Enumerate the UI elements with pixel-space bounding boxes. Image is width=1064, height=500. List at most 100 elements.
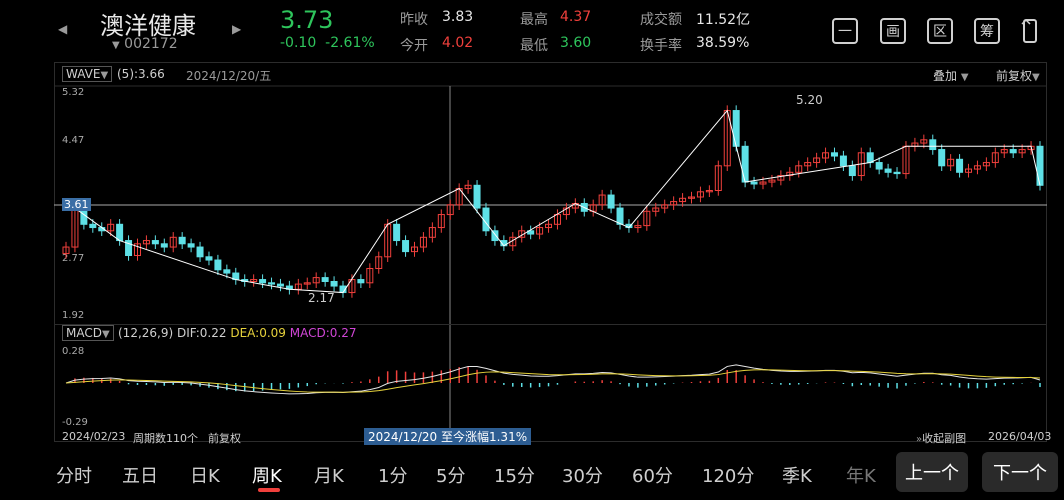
candle-body xyxy=(473,184,481,209)
candle-body xyxy=(795,165,803,173)
stock-code-selector[interactable]: ▼ 002172 xyxy=(112,36,178,52)
current-price: 3.73 xyxy=(280,6,334,34)
candle-body xyxy=(884,168,892,173)
candle-body xyxy=(688,196,696,199)
collapse-button[interactable]: 一 xyxy=(832,18,858,44)
candle-body xyxy=(160,243,168,248)
stock-name: 澳洋健康 xyxy=(100,12,196,40)
tab-1[interactable]: 五日 xyxy=(122,466,158,487)
candle-body xyxy=(1036,145,1044,186)
macd-y-bottom: -0.29 xyxy=(62,417,88,428)
tab-6[interactable]: 5分 xyxy=(436,466,466,487)
collapse-subchart-button[interactable]: »收起副图 xyxy=(916,430,966,446)
volume-label: 成交额 xyxy=(640,12,682,28)
candle-body xyxy=(732,110,740,147)
candle-body xyxy=(705,190,713,193)
tab-7[interactable]: 15分 xyxy=(494,466,535,487)
zone-button[interactable]: 区 xyxy=(927,18,953,44)
zone-icon: 区 xyxy=(933,24,947,40)
candle-body xyxy=(259,279,267,284)
macd-panel[interactable] xyxy=(54,324,1047,442)
draw-button[interactable]: 画 xyxy=(880,18,906,44)
overlay-dropdown[interactable]: 叠加 ▼ xyxy=(933,67,969,84)
period-count: 周期数110个 xyxy=(133,432,198,445)
candle-body xyxy=(187,243,195,248)
candle-body xyxy=(607,194,615,209)
macd-params: (12,26,9) DIF:0.22 DEA:0.09 MACD:0.27 xyxy=(118,326,357,340)
chip-icon: 筹 xyxy=(980,24,994,40)
candle-body xyxy=(464,184,472,190)
candle-body xyxy=(62,246,70,255)
tab-10[interactable]: 120分 xyxy=(702,466,755,487)
candle-body xyxy=(357,279,365,284)
candle-body xyxy=(804,162,812,167)
candle-body xyxy=(830,152,838,157)
candle-body xyxy=(312,277,320,284)
tab-4[interactable]: 月K xyxy=(314,466,344,487)
macd-selector[interactable]: MACD▼ xyxy=(62,325,114,341)
y-tick-bottom: 1.92 xyxy=(62,310,85,321)
prev-stock-arrow[interactable]: ◀ xyxy=(58,22,68,36)
tab-11[interactable]: 季K xyxy=(782,466,812,487)
candle-body xyxy=(848,165,856,177)
caret-down-icon: ▼ xyxy=(960,72,969,83)
candle-body xyxy=(741,145,749,183)
candle-body xyxy=(125,240,133,257)
candle-body xyxy=(893,171,901,175)
price-change: -0.10 -2.61% xyxy=(280,35,375,51)
adjust-label: 前复权 xyxy=(996,69,1033,83)
prev-close-value: 3.83 xyxy=(442,9,474,25)
tab-5[interactable]: 1分 xyxy=(378,466,408,487)
collapse-label: 收起副图 xyxy=(922,432,967,445)
candle-body xyxy=(929,139,937,151)
y-tick-2: 4.47 xyxy=(62,135,85,146)
y-tick-top: 5.32 xyxy=(62,87,85,98)
candle-body xyxy=(205,256,213,261)
tab-9[interactable]: 60分 xyxy=(632,466,673,487)
candle-body xyxy=(965,168,973,173)
candle-body xyxy=(973,165,981,170)
candle-body xyxy=(1000,149,1008,154)
chart-date: 2024/12/20/五 xyxy=(186,69,272,83)
tab-8[interactable]: 30分 xyxy=(562,466,603,487)
high-marker: 5.20 xyxy=(796,93,823,107)
candle-body xyxy=(714,165,722,192)
dea-line xyxy=(65,369,1041,393)
tab-12[interactable]: 年K xyxy=(846,466,876,487)
footer-adjust: 前复权 xyxy=(208,432,241,445)
candle-body xyxy=(813,157,821,164)
rotate-icon xyxy=(1021,18,1037,43)
tab-0[interactable]: 分时 xyxy=(56,466,92,487)
candle-body xyxy=(366,268,374,284)
candle-body xyxy=(491,230,499,242)
volume-value: 11.52亿 xyxy=(696,12,751,28)
tab-2[interactable]: 日K xyxy=(190,466,220,487)
candle-body xyxy=(598,194,606,206)
rotate-screen-button[interactable] xyxy=(1020,16,1040,46)
crosshair-price-label: 3.61 xyxy=(62,198,91,211)
next-button[interactable]: 下一个 xyxy=(982,452,1058,492)
indicator-selector[interactable]: WAVE▼ xyxy=(62,66,113,82)
prev-button[interactable]: 上一个 xyxy=(896,452,968,492)
candle-body xyxy=(446,204,454,216)
candle-body xyxy=(750,181,758,185)
macd-params-text: (12,26,9) xyxy=(118,326,174,340)
candle-body xyxy=(991,152,999,164)
indicator-param: (5):3.66 xyxy=(117,67,165,81)
candle-body xyxy=(679,197,687,203)
low-marker: 2.17 xyxy=(308,291,335,305)
next-stock-arrow[interactable]: ▶ xyxy=(232,22,242,36)
candle-body xyxy=(410,246,418,253)
tab-3[interactable]: 周K xyxy=(252,466,282,487)
overlay-label: 叠加 xyxy=(933,69,958,83)
adjust-dropdown[interactable]: 前复权▼ xyxy=(996,67,1040,84)
candle-body xyxy=(116,223,124,242)
candle-body xyxy=(393,223,401,242)
open-value: 4.02 xyxy=(442,35,474,51)
y-tick-4: 2.77 xyxy=(62,253,85,264)
chip-button[interactable]: 筹 xyxy=(974,18,1000,44)
candle-body xyxy=(419,236,427,248)
candle-body xyxy=(768,179,776,183)
candle-body xyxy=(822,152,830,159)
